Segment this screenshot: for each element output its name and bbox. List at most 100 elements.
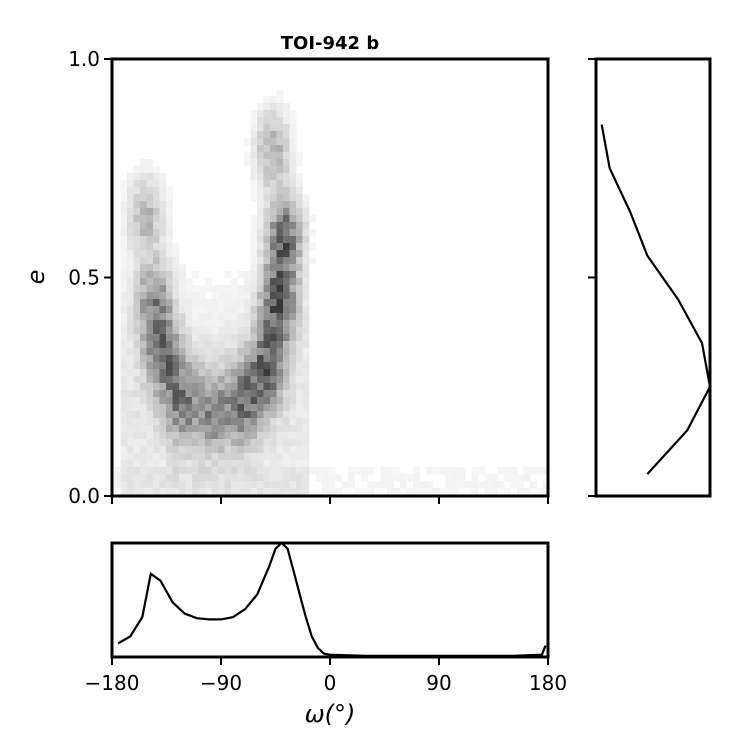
heatmap-cell — [211, 292, 219, 300]
heatmap-cell — [185, 467, 193, 475]
heatmap-cell — [166, 236, 173, 244]
heatmap-cell — [218, 446, 225, 454]
heatmap-cell — [244, 327, 251, 335]
heatmap-cell — [263, 124, 271, 132]
bottom-marginal-panel: −180 −90 0 90 180 ω(°) — [85, 541, 567, 728]
heatmap-cell — [146, 320, 154, 328]
heatmap-cell — [179, 418, 186, 426]
heatmap-cell — [296, 159, 303, 167]
heatmap-cell — [296, 292, 303, 300]
heatmap-cell — [218, 474, 225, 482]
heatmap-cell — [270, 159, 277, 167]
heatmap-cell — [263, 474, 271, 482]
heatmap-cell — [276, 383, 284, 391]
heatmap-cell — [367, 488, 375, 496]
heatmap-cell — [140, 369, 147, 377]
heatmap-cell — [224, 355, 232, 363]
heatmap-cell — [263, 257, 271, 265]
heatmap-cell — [192, 467, 199, 475]
heatmap-cell — [237, 460, 245, 468]
heatmap-cell — [276, 418, 284, 426]
heatmap-cell — [263, 355, 271, 363]
heatmap-cell — [127, 250, 134, 258]
heatmap-cell — [276, 481, 284, 489]
heatmap-cell — [283, 117, 290, 125]
heatmap-cell — [192, 446, 199, 454]
heatmap-cell — [159, 341, 167, 349]
heatmap-cell — [250, 110, 258, 118]
heatmap-cell — [127, 229, 134, 237]
heatmap-cell — [302, 348, 310, 356]
heatmap-cell — [231, 418, 238, 426]
heatmap-cell — [205, 474, 212, 482]
heatmap-cell — [263, 404, 271, 412]
heatmap-cell — [289, 285, 297, 293]
heatmap-cell — [296, 208, 303, 216]
heatmap-cell — [179, 285, 186, 293]
heatmap-cell — [244, 299, 251, 307]
heatmap-cell — [159, 313, 167, 321]
heatmap-cell — [309, 229, 316, 237]
heatmap-cell — [205, 306, 212, 314]
heatmap-cell — [159, 481, 167, 489]
heatmap-cell — [120, 229, 128, 237]
heatmap-cell — [205, 397, 212, 405]
heatmap-cell — [205, 425, 212, 433]
heatmap-cell — [231, 306, 238, 314]
heatmap-cell — [179, 453, 186, 461]
heatmap-cell — [302, 425, 310, 433]
heatmap-cell — [153, 327, 160, 335]
heatmap-cell — [198, 397, 206, 405]
heatmap-cell — [244, 411, 251, 419]
heatmap-cell — [172, 404, 180, 412]
heatmap-cell — [289, 243, 297, 251]
heatmap-cell — [179, 334, 186, 342]
heatmap-cell — [276, 110, 284, 118]
heatmap-cell — [127, 222, 134, 230]
heatmap-cell — [263, 292, 271, 300]
heatmap-cell — [153, 208, 160, 216]
heatmap-cell — [179, 362, 186, 370]
heatmap-cell — [536, 467, 544, 475]
heatmap-cell — [289, 264, 297, 272]
heatmap-cell — [159, 201, 167, 209]
heatmap-cell — [133, 215, 141, 223]
heatmap-cell — [198, 425, 206, 433]
heatmap-cell — [120, 383, 128, 391]
heatmap-cell — [159, 425, 167, 433]
heatmap-cell — [543, 467, 550, 475]
heatmap-cell — [133, 166, 141, 174]
heatmap-cell — [127, 327, 134, 335]
heatmap-cell — [211, 362, 219, 370]
heatmap-cell — [140, 173, 147, 181]
heatmap-cell — [153, 222, 160, 230]
heatmap-cell — [471, 481, 479, 489]
heatmap-cell — [283, 250, 290, 258]
heatmap-cell — [439, 467, 446, 475]
heatmap-cell — [244, 481, 251, 489]
heatmap-cell — [146, 194, 154, 202]
heatmap-cell — [283, 348, 290, 356]
heatmap-cell — [484, 474, 492, 482]
main-x-ticks — [111, 496, 549, 504]
heatmap-cell — [289, 446, 297, 454]
heatmap-cell — [172, 320, 180, 328]
heatmap-cell — [140, 313, 147, 321]
heatmap-cell — [263, 208, 271, 216]
heatmap-cell — [185, 425, 193, 433]
heatmap-cell — [159, 173, 167, 181]
heatmap-cell — [159, 215, 167, 223]
heatmap-cell — [296, 404, 303, 412]
heatmap-cell — [211, 341, 219, 349]
heatmap-cell — [185, 439, 193, 447]
heatmap-cell — [250, 299, 258, 307]
heatmap-cell — [166, 208, 173, 216]
chart-title: TOI-942 b — [281, 33, 380, 54]
heatmap-cell — [146, 341, 154, 349]
heatmap-cell — [263, 103, 271, 111]
heatmap-cell — [315, 474, 323, 482]
heatmap-cell — [140, 208, 147, 216]
heatmap-cell — [270, 362, 277, 370]
heatmap-cell — [218, 292, 225, 300]
heatmap-cell — [276, 257, 284, 265]
